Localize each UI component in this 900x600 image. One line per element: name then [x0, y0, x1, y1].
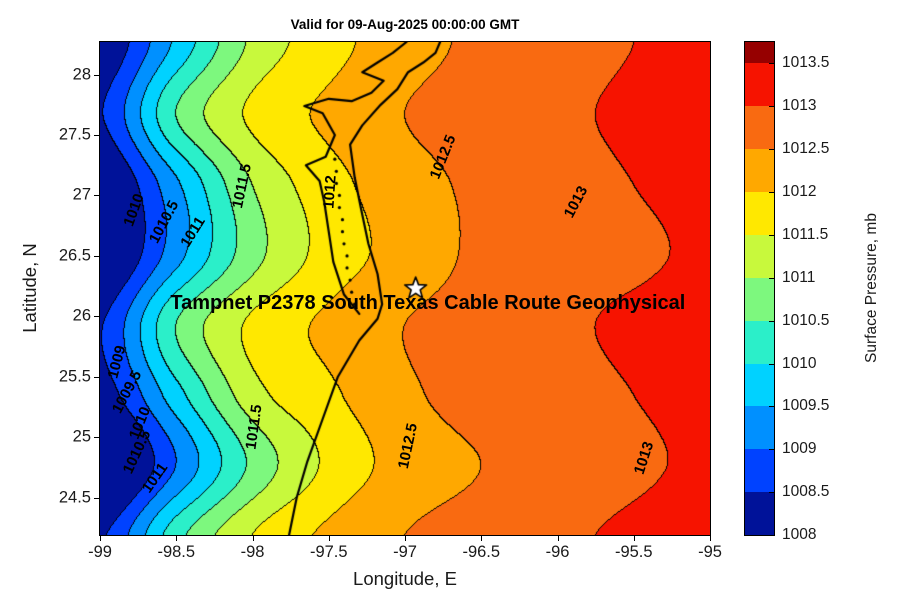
- y-tick-label: 26.5: [58, 246, 91, 265]
- x-tick-label: -96: [545, 543, 570, 561]
- colorbar-segment: [745, 406, 774, 450]
- colorbar-tick-label: 1009: [782, 440, 817, 458]
- colorbar-tick-label: 1009.5: [782, 397, 830, 415]
- y-tick-label: 24.5: [58, 488, 91, 507]
- colorbar-segment: [745, 149, 774, 193]
- x-tick-mark: [481, 536, 483, 541]
- contour-map-canvas: [100, 42, 710, 535]
- colorbar-tick-mark: [769, 406, 774, 408]
- x-tick-mark: [176, 536, 178, 541]
- x-tick-mark: [710, 536, 711, 541]
- colorbar-label: Surface Pressure, mb: [863, 213, 880, 363]
- x-tick-label: -99: [88, 543, 112, 561]
- x-tick-label: -97: [393, 543, 417, 561]
- y-tick-mark: [94, 437, 99, 439]
- colorbar-tick-mark: [769, 320, 774, 322]
- colorbar-tick-mark: [769, 192, 774, 194]
- y-tick-label: 28: [72, 65, 91, 84]
- colorbar-tick-label: 1011.5: [782, 225, 829, 243]
- y-tick-label: 27.5: [58, 125, 91, 144]
- colorbar-segment: [745, 492, 774, 535]
- colorbar-tick-mark: [769, 277, 774, 279]
- colorbar-tick-mark: [769, 106, 774, 108]
- y-tick-mark: [94, 497, 99, 499]
- colorbar-tick-label: 1013: [782, 97, 817, 115]
- colorbar-tick-mark: [769, 449, 774, 451]
- colorbar: [744, 41, 775, 536]
- colorbar-segment: [745, 192, 774, 235]
- x-tick-mark: [405, 536, 406, 541]
- x-tick-mark: [328, 536, 330, 541]
- y-tick-mark: [94, 135, 99, 137]
- colorbar-segment: [745, 63, 774, 107]
- contour-label: 1012: [320, 174, 340, 210]
- y-tick-mark: [94, 255, 99, 257]
- x-tick-label: -97.5: [309, 543, 348, 561]
- colorbar-segment: [745, 277, 774, 321]
- y-tick-mark: [94, 74, 99, 76]
- y-axis-label: Latitude, N: [19, 243, 40, 333]
- colorbar-tick-label: 1008: [782, 526, 817, 543]
- colorbar-tick-label: 1010: [782, 354, 817, 372]
- y-tick-label: 26: [72, 306, 91, 325]
- colorbar-cap-segment: [745, 42, 774, 64]
- y-tick-mark: [94, 376, 99, 378]
- y-tick-label: 25: [72, 427, 91, 446]
- colorbar-tick-label: 1012.5: [782, 140, 830, 158]
- colorbar-segment: [745, 234, 774, 278]
- colorbar-tick-mark: [769, 492, 774, 494]
- plot-area: Tampnet P2378 South Texas Cable Route Ge…: [99, 41, 711, 536]
- colorbar-tick-mark: [769, 149, 774, 151]
- colorbar-tick-mark: [769, 363, 774, 365]
- x-tick-label: -95.5: [614, 543, 653, 561]
- colorbar-tick-label: 1012: [782, 183, 817, 201]
- colorbar-tick-label: 1011: [782, 268, 816, 286]
- colorbar-tick-label: 1008.5: [782, 483, 830, 501]
- colorbar-tick-label: 1013.5: [782, 54, 830, 72]
- colorbar-segment: [745, 106, 774, 150]
- x-tick-mark: [100, 536, 101, 541]
- colorbar-tick-mark: [769, 234, 774, 236]
- colorbar-tick-label: 1010.5: [782, 311, 830, 329]
- colorbar-segment: [745, 449, 774, 493]
- y-tick-mark: [94, 195, 99, 197]
- plot-title: Valid for 09-Aug-2025 00:00:00 GMT: [290, 17, 520, 32]
- y-tick-label: 25.5: [58, 367, 91, 386]
- x-tick-label: -95: [698, 543, 722, 561]
- colorbar-segment: [745, 320, 774, 364]
- x-axis-label: Longitude, E: [353, 568, 457, 589]
- x-tick-label: -98.5: [157, 543, 196, 561]
- y-tick-mark: [94, 316, 99, 318]
- colorbar-tick-mark: [769, 535, 774, 536]
- x-tick-mark: [252, 536, 254, 541]
- x-tick-mark: [633, 536, 635, 541]
- colorbar-tick-mark: [769, 63, 774, 65]
- y-tick-label: 27: [72, 185, 91, 204]
- colorbar-segment: [745, 363, 774, 407]
- x-tick-label: -98: [240, 543, 265, 561]
- route-annotation-label: Tampnet P2378 South Texas Cable Route Ge…: [170, 292, 686, 314]
- x-tick-label: -96.5: [462, 543, 501, 561]
- x-tick-mark: [557, 536, 559, 541]
